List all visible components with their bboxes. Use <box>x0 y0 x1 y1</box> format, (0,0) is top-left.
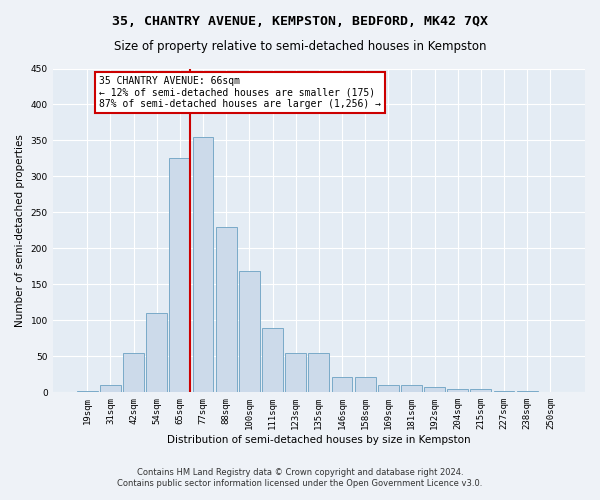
Bar <box>494 391 514 392</box>
Text: Contains HM Land Registry data © Crown copyright and database right 2024.
Contai: Contains HM Land Registry data © Crown c… <box>118 468 482 487</box>
Bar <box>77 391 98 392</box>
Y-axis label: Number of semi-detached properties: Number of semi-detached properties <box>15 134 25 327</box>
Bar <box>262 328 283 392</box>
Bar <box>448 388 468 392</box>
Bar <box>169 158 190 392</box>
Text: Size of property relative to semi-detached houses in Kempston: Size of property relative to semi-detach… <box>114 40 486 53</box>
X-axis label: Distribution of semi-detached houses by size in Kempston: Distribution of semi-detached houses by … <box>167 435 470 445</box>
Bar <box>146 313 167 392</box>
Bar <box>470 388 491 392</box>
Bar <box>332 376 352 392</box>
Bar <box>401 385 422 392</box>
Bar <box>193 137 214 392</box>
Bar <box>100 385 121 392</box>
Bar <box>216 227 236 392</box>
Bar <box>517 391 538 392</box>
Text: 35 CHANTRY AVENUE: 66sqm
← 12% of semi-detached houses are smaller (175)
87% of : 35 CHANTRY AVENUE: 66sqm ← 12% of semi-d… <box>99 76 381 109</box>
Bar <box>123 353 144 393</box>
Bar <box>285 353 306 393</box>
Bar <box>378 385 399 392</box>
Bar <box>355 376 376 392</box>
Text: 35, CHANTRY AVENUE, KEMPSTON, BEDFORD, MK42 7QX: 35, CHANTRY AVENUE, KEMPSTON, BEDFORD, M… <box>112 15 488 28</box>
Bar <box>424 388 445 392</box>
Bar <box>308 353 329 393</box>
Bar <box>239 272 260 392</box>
